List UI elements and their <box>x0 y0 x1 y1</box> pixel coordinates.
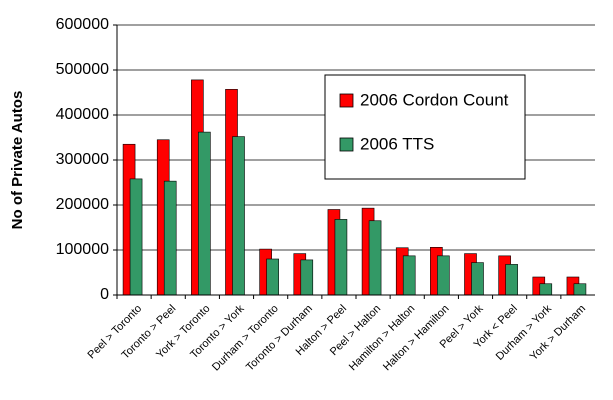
legend-swatch <box>339 137 354 152</box>
bar <box>129 178 143 296</box>
y-tick-label: 600000 <box>56 16 109 33</box>
bar <box>505 264 518 296</box>
bar <box>368 220 382 296</box>
bar <box>163 180 177 296</box>
y-tick-label: 100000 <box>56 241 109 258</box>
bar <box>266 258 279 296</box>
legend-swatch <box>339 93 354 108</box>
bar <box>402 255 416 296</box>
legend-label: 2006 TTS <box>360 134 434 153</box>
bar <box>232 136 245 296</box>
y-axis-label: No of Private Autos <box>9 91 26 230</box>
y-tick-label: 500000 <box>56 61 109 78</box>
y-tick-label: 400000 <box>56 106 109 123</box>
bar <box>539 283 553 296</box>
legend-label: 2006 Cordon Count <box>360 90 509 109</box>
y-tick-label: 0 <box>100 286 109 303</box>
legend-box <box>324 74 526 180</box>
y-tick-label: 200000 <box>56 196 109 213</box>
bar <box>471 262 484 296</box>
bar <box>437 255 450 296</box>
bar <box>300 259 314 296</box>
bar <box>198 131 211 296</box>
y-tick-label: 300000 <box>56 151 109 168</box>
bar <box>573 283 587 296</box>
bar <box>334 219 348 296</box>
